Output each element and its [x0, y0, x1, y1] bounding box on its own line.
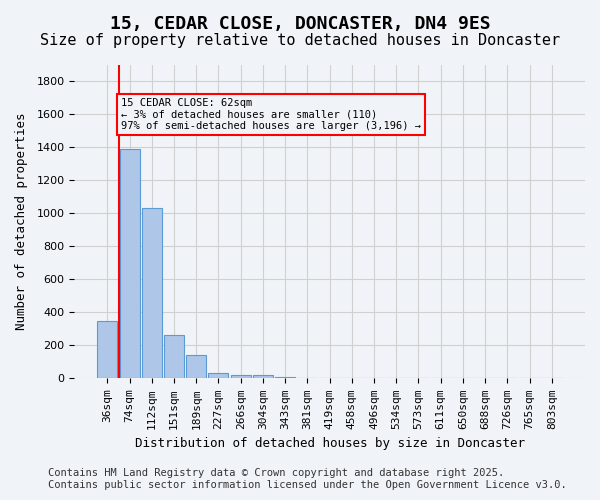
Bar	[186, 354, 206, 378]
X-axis label: Distribution of detached houses by size in Doncaster: Distribution of detached houses by size …	[134, 437, 524, 450]
Bar	[97, 320, 118, 378]
Bar	[119, 149, 140, 378]
Text: Contains HM Land Registry data © Crown copyright and database right 2025.
Contai: Contains HM Land Registry data © Crown c…	[48, 468, 567, 490]
Text: Size of property relative to detached houses in Doncaster: Size of property relative to detached ho…	[40, 32, 560, 48]
Text: 15, CEDAR CLOSE, DONCASTER, DN4 9ES: 15, CEDAR CLOSE, DONCASTER, DN4 9ES	[110, 15, 490, 33]
Bar	[164, 334, 184, 378]
Y-axis label: Number of detached properties: Number of detached properties	[15, 113, 28, 330]
Text: 15 CEDAR CLOSE: 62sqm
← 3% of detached houses are smaller (110)
97% of semi-deta: 15 CEDAR CLOSE: 62sqm ← 3% of detached h…	[121, 98, 421, 131]
Bar	[275, 376, 295, 378]
Bar	[142, 208, 162, 378]
Bar	[208, 374, 229, 378]
Bar	[231, 375, 251, 378]
Bar	[253, 376, 273, 378]
